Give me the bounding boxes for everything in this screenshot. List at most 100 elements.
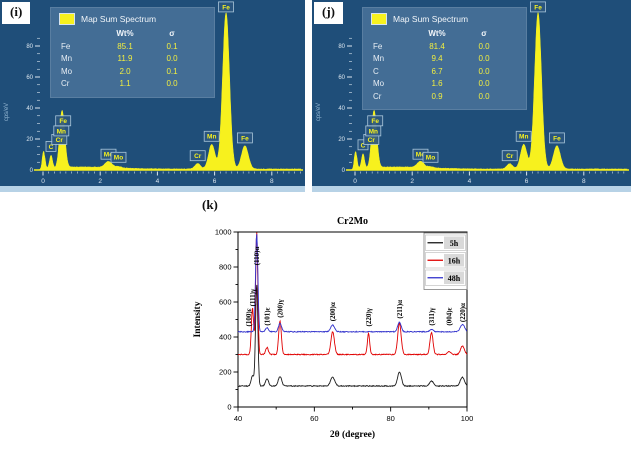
- eds-composition-table-j: Wt% σ Fe 81.4 0.0 Mn 9.4 0.0 C 6.7 0.0 Mo 1.6 0.0 Cr 0.…: [371, 28, 520, 103]
- svg-text:Fe: Fe: [59, 118, 67, 125]
- svg-text:(200)γ: (200)γ: [277, 299, 285, 318]
- svg-text:Mo: Mo: [426, 155, 435, 162]
- svg-text:Cr: Cr: [506, 153, 514, 160]
- eds-y-axis: 0 20 40 60 80 cps/eV: [4, 37, 40, 174]
- eds-panel-i: 0 20 40 60 80 cps/eV 0 2 4 6 8 C Cr Mn Fe Mo Mo Cr Mn Fe Fe …: [0, 0, 305, 192]
- svg-text:Mo: Mo: [416, 152, 425, 159]
- eds-table-cell: 0.1: [166, 66, 178, 76]
- svg-text:5h: 5h: [450, 239, 459, 248]
- eds-table-cell: 0.9: [431, 91, 443, 101]
- eds-x-axis: 0 2 4 6 8: [346, 169, 629, 185]
- svg-text:Cr: Cr: [368, 137, 376, 144]
- svg-text:0: 0: [353, 178, 357, 185]
- eds-table-cell: 85.1: [117, 41, 133, 51]
- eds-y-axis: 0 20 40 60 80 cps/eV: [316, 37, 352, 174]
- svg-text:2: 2: [410, 178, 414, 185]
- eds-table-cell: 81.4: [429, 41, 445, 51]
- svg-text:4: 4: [468, 178, 472, 185]
- eds-table-cell: σ: [481, 29, 487, 38]
- svg-text:Mn: Mn: [57, 128, 66, 135]
- svg-text:60: 60: [310, 414, 318, 423]
- eds-table-cell: 0.0: [478, 41, 490, 51]
- eds-table-cell: 0.0: [166, 79, 178, 88]
- svg-text:Mo: Mo: [114, 155, 123, 162]
- eds-table-cell: 2.0: [119, 66, 131, 76]
- svg-text:8: 8: [270, 178, 274, 185]
- svg-text:100: 100: [461, 414, 474, 423]
- eds-table-cell: Fe: [373, 41, 383, 51]
- xrd-series-48h: [237, 234, 468, 334]
- eds-table-cell: 6.7: [431, 66, 443, 76]
- xrd-x-axis-label: 2θ (degree): [330, 429, 375, 440]
- svg-text:20: 20: [338, 137, 345, 143]
- eds-table-cell: Fe: [61, 41, 71, 51]
- svg-text:16h: 16h: [448, 256, 461, 265]
- svg-text:0: 0: [342, 168, 346, 174]
- eds-table-cell: [371, 28, 411, 41]
- eds-table-cell: Mn: [61, 54, 73, 63]
- eds-table-cell: Mo: [373, 79, 385, 88]
- xrd-x-ticks: 40 60 80 100: [234, 407, 473, 423]
- eds-table-cell: 0.0: [478, 79, 490, 88]
- svg-text:(110)α: (110)α: [253, 247, 261, 266]
- svg-text:Fe: Fe: [241, 135, 249, 142]
- eds-legend-label: Map Sum Spectrum: [81, 14, 157, 24]
- eds-table-cell: 0.0: [478, 91, 490, 101]
- eds-table-cell: 9.4: [431, 54, 443, 63]
- eds-panel-j: 0 20 40 60 80 cps/eV 0 2 4 6 8 C Cr Mn Fe Mo Mo Cr Mn Fe Fe …: [312, 0, 631, 192]
- eds-x-axis: 0 2 4 6 8: [34, 169, 303, 185]
- eds-legend-j: Map Sum Spectrum Wt% σ Fe 81.4 0.0 Mn 9.4 0.0 C 6…: [362, 7, 527, 110]
- eds-table-cell: 0.0: [478, 54, 490, 63]
- panel-tag-k: (k): [202, 197, 218, 212]
- eds-composition-table-i: Wt% σ Fe 85.1 0.1 Mn 11.9 0.0 Mo 2.0 0.1 Cr 1.1 0.0: [59, 28, 208, 91]
- svg-text:1000: 1000: [215, 228, 232, 237]
- svg-text:Mo: Mo: [104, 152, 113, 159]
- svg-text:C: C: [49, 144, 54, 151]
- eds-table-cell: 1.6: [431, 79, 443, 88]
- eds-legend-label: Map Sum Spectrum: [393, 14, 469, 24]
- svg-text:200: 200: [219, 368, 232, 377]
- svg-text:(200)α: (200)α: [329, 302, 337, 321]
- svg-text:Mn: Mn: [519, 134, 528, 141]
- eds-table-cell: 0.1: [166, 41, 178, 51]
- spectrum-swatch-icon: [371, 13, 387, 25]
- svg-text:Mn: Mn: [207, 134, 216, 141]
- svg-text:(111)γ: (111)γ: [249, 288, 257, 306]
- svg-text:(311)γ: (311)γ: [428, 307, 436, 326]
- xrd-y-axis-label: Intensity: [193, 301, 203, 337]
- eds-table-cell: 1.1: [119, 79, 131, 88]
- svg-text:6: 6: [213, 178, 217, 185]
- svg-text:80: 80: [338, 44, 345, 50]
- svg-text:60: 60: [338, 75, 345, 81]
- spectrum-swatch-icon: [59, 13, 75, 25]
- eds-table-cell: Wt%: [116, 29, 134, 38]
- panel-tag-j: (j): [314, 2, 343, 24]
- svg-text:80: 80: [26, 44, 33, 50]
- svg-text:Cr: Cr: [194, 153, 202, 160]
- eds-table-cell: 0.0: [478, 66, 490, 76]
- svg-text:8: 8: [582, 178, 586, 185]
- svg-text:Mn: Mn: [369, 128, 378, 135]
- eds-table-cell: [59, 28, 99, 41]
- eds-spectrum-area: [347, 12, 628, 171]
- svg-text:Cr: Cr: [56, 137, 64, 144]
- eds-legend-i: Map Sum Spectrum Wt% σ Fe 85.1 0.1 Mn 11.9 0.0 M…: [50, 7, 215, 98]
- eds-table-cell: 11.9: [117, 54, 133, 63]
- eds-table-cell: Mo: [61, 66, 73, 76]
- svg-text:40: 40: [338, 106, 345, 112]
- svg-text:600: 600: [219, 298, 232, 307]
- svg-text:60: 60: [26, 75, 33, 81]
- xrd-title: Cr2Mo: [337, 216, 368, 227]
- svg-text:400: 400: [219, 333, 232, 342]
- eds-table-cell: Cr: [61, 79, 70, 88]
- svg-text:(211)α: (211)α: [396, 300, 404, 319]
- svg-text:Fe: Fe: [371, 118, 379, 125]
- svg-text:C: C: [361, 142, 366, 149]
- svg-text:Fe: Fe: [222, 4, 230, 11]
- svg-text:80: 80: [386, 414, 394, 423]
- svg-text:0: 0: [41, 178, 45, 185]
